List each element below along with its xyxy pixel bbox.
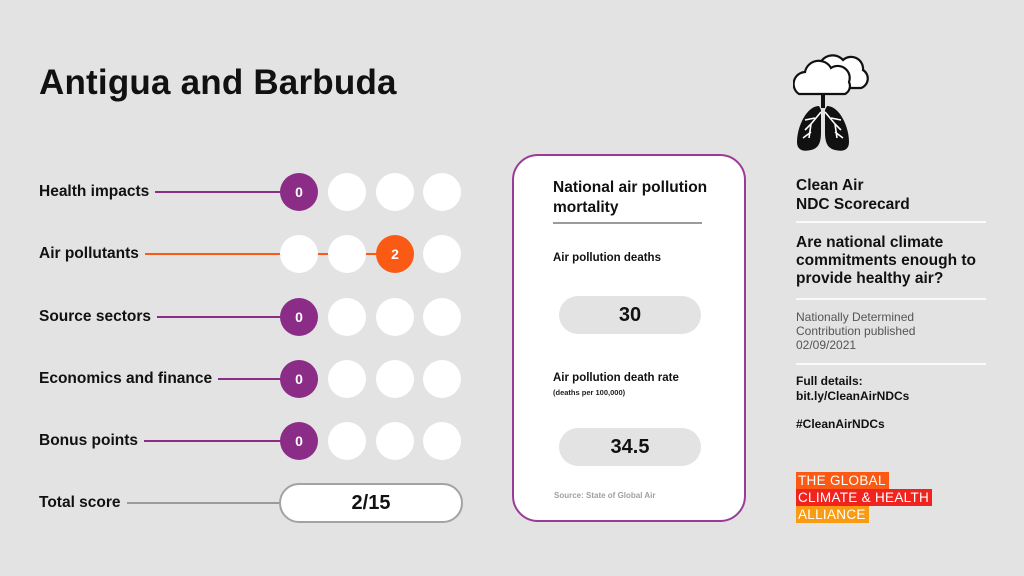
total-score-row: Total score 2/15 <box>39 483 469 523</box>
details-link[interactable]: bit.ly/CleanAirNDCs <box>796 389 910 403</box>
score-row: Economics and finance 0 <box>39 359 469 399</box>
gcha-logo: THE GLOBAL CLIMATE & HEALTH ALLIANCE <box>796 472 933 523</box>
connector-line <box>39 316 290 318</box>
ndc-published: Nationally Determined Contribution publi… <box>796 310 988 352</box>
deaths-label: Air pollution deaths <box>553 252 661 264</box>
score-dot-empty <box>280 235 318 273</box>
score-dot-empty <box>376 173 414 211</box>
hashtag: #CleanAirNDCs <box>796 417 885 431</box>
score-dot-empty <box>423 173 461 211</box>
full-details: Full details: bit.ly/CleanAirNDCs <box>796 374 988 404</box>
score-dot-active: 2 <box>376 235 414 273</box>
category-label: Air pollutants <box>39 245 145 263</box>
score-row: Air pollutants 2 <box>39 234 469 274</box>
source-note: Source: State of Global Air <box>554 491 656 500</box>
connector-line <box>39 191 290 193</box>
lungs-cloud-icon <box>792 46 873 161</box>
connector-line <box>39 253 386 255</box>
score-row: Source sectors 0 <box>39 297 469 337</box>
death-rate-label: Air pollution death rate <box>553 372 679 384</box>
score-row: Bonus points 0 <box>39 421 469 461</box>
score-dot-empty <box>423 298 461 336</box>
total-connector-line <box>39 502 284 504</box>
score-dot-empty <box>376 360 414 398</box>
deaths-value: 30 <box>559 296 701 334</box>
score-dot-empty <box>423 422 461 460</box>
category-label: Health impacts <box>39 183 156 201</box>
score-dot-active: 0 <box>280 360 318 398</box>
score-dot-empty <box>376 298 414 336</box>
category-label: Economics and finance <box>39 370 219 388</box>
sidebar-divider <box>796 221 986 223</box>
card-title: National air pollution mortality <box>553 179 708 216</box>
total-score-label: Total score <box>39 494 127 512</box>
death-rate-sublabel: (deaths per 100,000) <box>553 388 626 397</box>
score-dot-active: 0 <box>280 298 318 336</box>
category-label: Source sectors <box>39 308 157 326</box>
scorecard-question: Are national climate commitments enough … <box>796 234 976 287</box>
connector-line <box>39 440 290 442</box>
score-dot-empty <box>328 298 366 336</box>
category-label: Bonus points <box>39 432 145 450</box>
score-dot-empty <box>328 360 366 398</box>
death-rate-value: 34.5 <box>559 428 701 466</box>
score-dot-empty <box>423 235 461 273</box>
mortality-card: National air pollution mortality Air pol… <box>512 154 746 522</box>
total-score-value: 2/15 <box>279 483 463 523</box>
card-divider <box>553 222 702 224</box>
score-dot-empty <box>423 360 461 398</box>
score-row: Health impacts 0 <box>39 172 469 212</box>
score-dot-empty <box>328 422 366 460</box>
ndc-date: 02/09/2021 <box>796 338 857 352</box>
sidebar-divider <box>796 363 986 365</box>
country-title: Antigua and Barbuda <box>39 63 397 102</box>
sidebar-divider <box>796 298 986 300</box>
score-dot-active: 0 <box>280 173 318 211</box>
scorecard-title: Clean Air NDC Scorecard <box>796 177 910 213</box>
score-dot-empty <box>376 422 414 460</box>
score-dot-empty <box>328 173 366 211</box>
score-dot-active: 0 <box>280 422 318 460</box>
score-dot-empty <box>328 235 366 273</box>
